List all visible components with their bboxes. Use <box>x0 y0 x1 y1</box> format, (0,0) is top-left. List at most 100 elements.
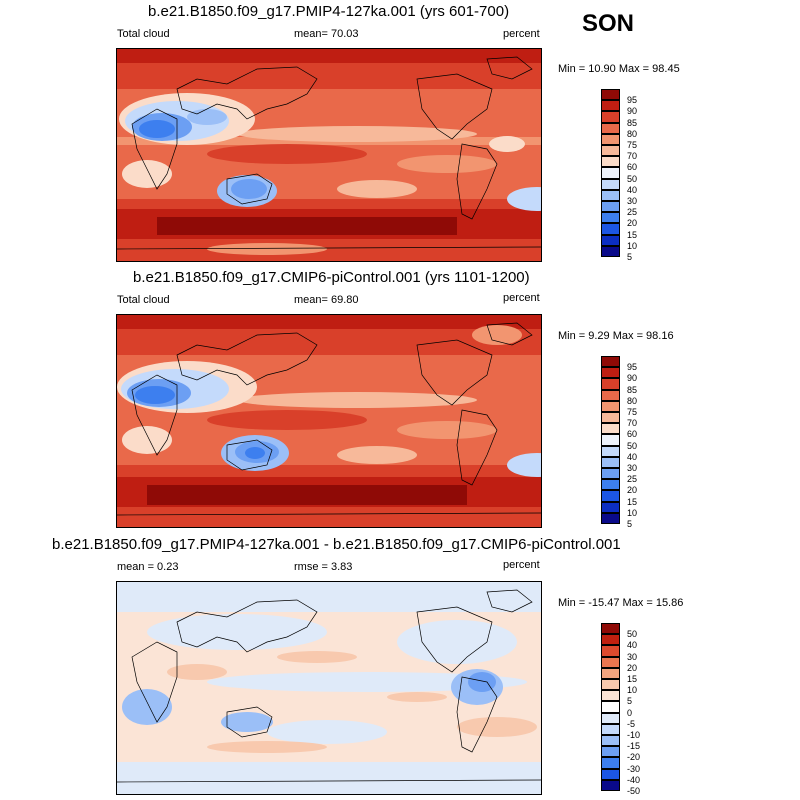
colorbar-tick-label: 50 <box>627 173 638 184</box>
panel-title-middle: b.e21.B1850.f09_g17.CMIP6-piControl.001 … <box>133 269 530 286</box>
colorbar-swatch <box>601 735 620 747</box>
colorbar-top: 95 90 85 80 75 70 60 50 40 30 25 20 15 1… <box>601 89 637 262</box>
colorbar-swatch <box>601 723 620 735</box>
colorbar-tick-label: 75 <box>627 140 638 150</box>
colorbar-swatch <box>601 178 620 190</box>
colorbar-tick-label: -15 <box>627 741 641 752</box>
colorbar-swatch <box>601 757 620 769</box>
colorbar-swatch <box>601 479 620 491</box>
panel-title-top: b.e21.B1850.f09_g17.PMIP4-127ka.001 (yrs… <box>148 3 510 20</box>
colorbar-tick-label: 5 <box>627 519 633 529</box>
colorbar-tick-label: 60 <box>627 162 638 173</box>
colorbar-swatch <box>601 512 620 524</box>
colorbar-swatch <box>601 679 620 691</box>
variable-label-top: Total cloud <box>117 28 170 40</box>
cloud-map-middle <box>116 314 542 528</box>
colorbar-middle: 95 90 85 80 75 70 60 50 40 30 25 20 15 1… <box>601 356 637 529</box>
colorbar-tick-label: 5 <box>627 252 633 262</box>
colorbar-tick-label: 40 <box>627 184 638 195</box>
colorbar-tick-label: 80 <box>627 128 638 139</box>
colorbar-tick-label: 95 <box>627 95 638 106</box>
colorbar-swatch <box>601 456 620 468</box>
colorbar-tick-label: 70 <box>627 418 638 429</box>
colorbar-tick-label: 90 <box>627 373 638 384</box>
panel-title-bottom: b.e21.B1850.f09_g17.PMIP4-127ka.001 - b.… <box>52 536 621 553</box>
colorbar-tick-label: 5 <box>627 696 633 707</box>
colorbar-tick-label: 20 <box>627 218 638 229</box>
colorbar-swatch <box>601 423 620 435</box>
colorbar-tick-label: 30 <box>627 463 638 473</box>
colorbar-tick-label: 30 <box>627 651 638 662</box>
colorbar-swatch <box>601 468 620 480</box>
colorbar-tick-label: 20 <box>627 662 638 673</box>
colorbar-tick-label: 10 <box>627 685 638 696</box>
diff-mean-label: mean = 0.23 <box>117 561 179 573</box>
colorbar-swatch <box>601 367 620 379</box>
colorbar-tick-label: 15 <box>627 496 638 507</box>
colorbar-swatch <box>601 156 620 168</box>
colorbar-swatch <box>601 167 620 179</box>
colorbar-tick-label: 40 <box>627 640 638 651</box>
colorbar-swatch <box>601 89 620 101</box>
colorbar-swatch <box>601 189 620 201</box>
colorbar-tick-label: 60 <box>627 429 638 440</box>
colorbar-swatch <box>601 490 620 502</box>
colorbar-tick-label: 85 <box>627 117 638 128</box>
colorbar-tick-label: 50 <box>627 629 638 640</box>
colorbar-swatch <box>601 223 620 235</box>
colorbar-tick-label: -50 <box>627 786 641 796</box>
colorbar-tick-label: 80 <box>627 395 638 406</box>
cloud-map-top <box>116 48 542 262</box>
colorbar-swatch <box>601 245 620 257</box>
diff-field <box>117 582 541 794</box>
season-label: SON <box>582 10 635 37</box>
rmse-label: rmse = 3.83 <box>294 561 353 573</box>
colorbar-tick-label: -5 <box>627 718 636 729</box>
units-label-top: percent <box>503 28 540 40</box>
colorbar-swatch <box>601 645 620 657</box>
colorbar-swatch <box>601 201 620 213</box>
colorbar-tick-label: 0 <box>627 707 633 718</box>
colorbar-tick-label: 95 <box>627 362 638 373</box>
colorbar-tick-label: 25 <box>627 207 638 218</box>
units-label-middle: percent <box>503 292 540 304</box>
mean-label-middle: mean= 69.80 <box>294 294 359 306</box>
colorbar-swatch <box>601 145 620 157</box>
colorbar-tick-label: -30 <box>627 763 641 774</box>
colorbar-swatch <box>601 768 620 780</box>
colorbar-bottom: 50 40 30 20 15 10 5 0 -5 -10 -15 -20 -30… <box>601 623 640 796</box>
colorbar-swatch <box>601 378 620 390</box>
minmax-label-bottom: Min = -15.47 Max = 15.86 <box>558 597 684 609</box>
colorbar-swatch <box>601 389 620 401</box>
colorbar-swatch <box>601 234 620 246</box>
mean-label-top: mean= 70.03 <box>294 28 359 40</box>
colorbar-swatch <box>601 122 620 134</box>
colorbar-swatch <box>601 634 620 646</box>
colorbar-tick-label: 10 <box>627 507 638 518</box>
colorbar-tick-label: 85 <box>627 384 638 395</box>
colorbar-tick-label: 50 <box>627 440 638 451</box>
cloud-field-middle <box>117 315 541 527</box>
colorbar-tick-label: -40 <box>627 774 641 785</box>
minmax-label-top: Min = 10.90 Max = 98.45 <box>558 63 680 75</box>
colorbar-swatch <box>601 501 620 513</box>
colorbar-swatch <box>601 701 620 713</box>
colorbar-tick-label: 90 <box>627 106 638 117</box>
colorbar-swatch <box>601 690 620 702</box>
colorbar-tick-label: 70 <box>627 151 638 162</box>
colorbar-tick-label: -10 <box>627 730 641 740</box>
colorbar-swatch <box>601 400 620 412</box>
colorbar-swatch <box>601 434 620 446</box>
colorbar-swatch <box>601 656 620 668</box>
colorbar-swatch <box>601 111 620 123</box>
colorbar-tick-label: 20 <box>627 485 638 496</box>
colorbar-swatch <box>601 667 620 679</box>
colorbar-swatch <box>601 212 620 224</box>
colorbar-swatch <box>601 412 620 424</box>
colorbar-tick-label: 15 <box>627 674 638 684</box>
variable-label-middle: Total cloud <box>117 294 170 306</box>
colorbar-swatch <box>601 712 620 724</box>
colorbar-tick-label: 75 <box>627 407 638 417</box>
minmax-label-middle: Min = 9.29 Max = 98.16 <box>558 330 674 342</box>
colorbar-tick-label: 15 <box>627 229 638 240</box>
